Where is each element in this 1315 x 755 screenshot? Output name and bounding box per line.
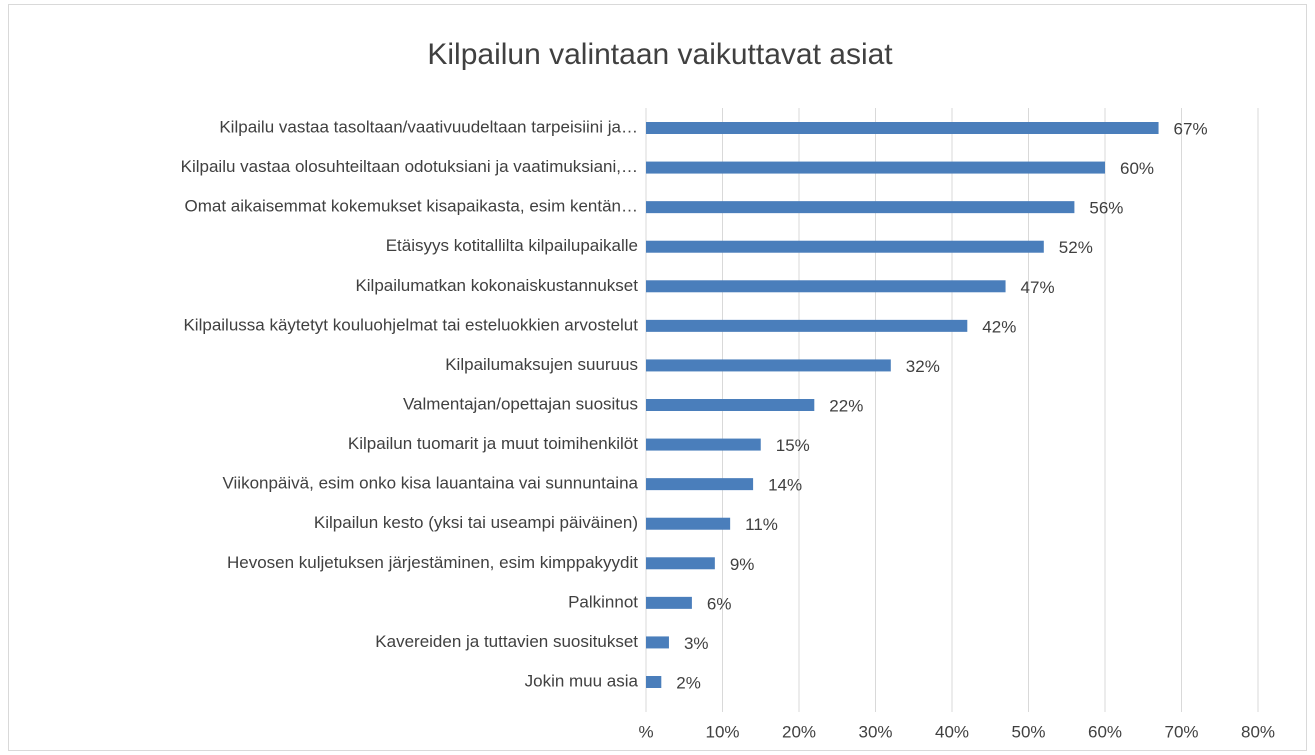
y-tick-label: Kilpailussa käytetyt kouluohjelmat tai e…: [183, 315, 638, 334]
bar: [646, 517, 731, 530]
bar: [646, 478, 754, 491]
bar: [646, 319, 968, 332]
bar: [646, 122, 1159, 134]
bar: [646, 557, 715, 570]
bar: [646, 240, 1044, 253]
x-tick-label: 60%: [1088, 722, 1122, 741]
chart-title: Kilpailun valintaan vaikuttavat asiat: [427, 38, 893, 71]
y-tick-label: Kavereiden ja tuttavien suositukset: [375, 632, 638, 651]
x-tick-label: 80%: [1241, 722, 1275, 741]
y-tick-label: Valmentajan/opettajan suositus: [403, 394, 638, 413]
bar: [646, 676, 662, 688]
data-label: 67%: [1174, 119, 1208, 138]
x-tick-label: 40%: [935, 722, 969, 741]
bar: [646, 399, 815, 411]
x-tick-label: %: [638, 722, 653, 741]
bar: [646, 280, 1006, 293]
y-tick-label: Kilpailun kesto (yksi tai useampi päiväi…: [314, 513, 638, 532]
y-tick-label: Kilpailumaksujen suuruus: [445, 355, 638, 374]
data-label: 52%: [1059, 238, 1093, 257]
x-tick-label: 50%: [1011, 722, 1045, 741]
y-tick-label: Viikonpäivä, esim onko kisa lauantaina v…: [222, 474, 638, 493]
data-label: 15%: [776, 436, 810, 455]
data-label: 56%: [1089, 199, 1123, 218]
data-label: 6%: [707, 594, 732, 613]
data-label: 14%: [768, 476, 802, 495]
data-label: 47%: [1021, 278, 1055, 297]
y-tick-label: Etäisyys kotitallilta kilpailupaikalle: [386, 236, 638, 255]
y-tick-label: Jokin muu asia: [525, 671, 639, 690]
data-label: 3%: [684, 634, 709, 653]
data-label: 2%: [676, 673, 701, 692]
data-label: 11%: [745, 515, 778, 534]
bar: [646, 359, 891, 372]
bar: [646, 161, 1105, 174]
y-tick-label: Hevosen kuljetuksen järjestäminen, esim …: [227, 553, 638, 572]
x-tick-label: 30%: [858, 722, 892, 741]
bar: [646, 636, 669, 649]
bar: [646, 201, 1075, 214]
y-tick-label: Kilpailu vastaa tasoltaan/vaativuudeltaa…: [219, 117, 638, 136]
bar: [646, 438, 761, 451]
x-tick-label: 70%: [1164, 722, 1198, 741]
data-label: 32%: [906, 357, 940, 376]
x-tick-label: 10%: [705, 722, 739, 741]
y-tick-label: Palkinnot: [568, 592, 638, 611]
y-tick-label: Omat aikaisemmat kokemukset kisapaikasta…: [184, 197, 638, 216]
y-tick-label: Kilpailun tuomarit ja muut toimihenkilöt: [348, 434, 638, 453]
bar: [646, 596, 692, 609]
y-tick-label: Kilpailu vastaa olosuhteiltaan odotuksia…: [181, 157, 638, 176]
x-tick-label: 20%: [782, 722, 816, 741]
data-label: 42%: [982, 317, 1016, 336]
data-label: 22%: [829, 396, 863, 415]
y-tick-label: Kilpailumatkan kokonaiskustannukset: [355, 276, 638, 295]
data-label: 9%: [730, 555, 755, 574]
data-label: 60%: [1120, 159, 1154, 178]
